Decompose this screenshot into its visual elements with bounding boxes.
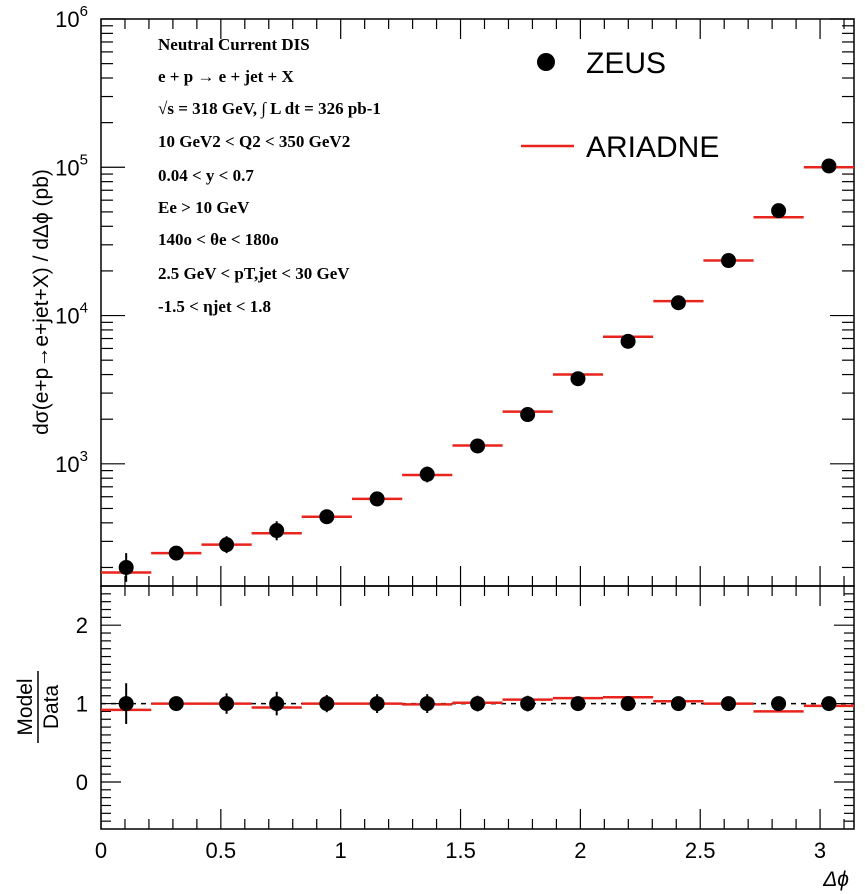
ratio-plot-frame [100,585,855,830]
ratio-panel: 0 1 2 0 0.5 1 1.5 2 2.5 3 Model Data Δϕ [14,585,855,891]
main-y-tick-label: 103 [55,448,88,477]
annotation-energy-lumi: √s = 318 GeV, ∫ L dt = 326 pb-1 [158,99,381,119]
zeus-point [570,371,586,387]
ratio-y-tick-label: 0 [76,770,88,795]
zeus-ratio-point [470,696,486,712]
legend-zeus-marker [537,53,555,71]
zeus-ratio-point [269,696,285,712]
x-tick-label: 1.5 [445,838,476,863]
x-tick-label: 0.5 [206,838,237,863]
zeus-ratio-point [821,696,837,712]
zeus-ratio-point [620,696,636,712]
zeus-ratio-point [219,696,235,712]
ratio-y-tick-label: 1 [76,692,88,717]
main-y-tick-labels: 103 104 105 106 [55,3,88,477]
main-axis-ticks [100,18,854,586]
x-tick-labels: 0 0.5 1 1.5 2 2.5 3 [95,838,826,863]
main-y-tick-label: 104 [55,300,88,329]
zeus-point [419,466,435,482]
x-tick-label: 0 [95,838,107,863]
x-tick-label: 1 [335,838,347,863]
annotation-electron-energy: Ee > 10 GeV [158,198,250,217]
ratio-y-axis-label: Model Data [14,671,63,743]
zeus-ratio-point [319,696,335,712]
annotation-jet-pt: 2.5 GeV < pT,jet < 30 GeV [158,264,350,283]
zeus-point [771,203,787,219]
x-axis-label: Δϕ [822,868,849,891]
zeus-point [118,559,134,575]
main-series [101,158,855,582]
zeus-ratio-point [670,696,686,712]
annotation-electron-angle: 140o < θe < 180o [158,230,279,249]
zeus-point [670,295,686,311]
annotation-process: Neutral Current DIS [158,35,310,54]
zeus-point [520,407,536,423]
x-tick-label: 2.5 [685,838,716,863]
x-tick-label: 2 [574,838,586,863]
legend-zeus-label: ZEUS [586,47,666,80]
zeus-ratio-point [118,696,134,712]
main-y-tick-label: 105 [55,151,88,180]
main-y-axis-label: dσ(e+p→e+jet+X) / dΔϕ (pb) [30,169,53,435]
zeus-ratio-point [520,696,536,712]
ratio-y-tick-labels: 0 1 2 [76,613,88,795]
zeus-ratio-point [771,696,787,712]
annotation-jet-eta: -1.5 < ηjet < 1.8 [158,297,271,316]
selection-cuts-annotation: Neutral Current DIS e + p → e + jet + X … [158,35,381,316]
zeus-ratio-point [419,696,435,712]
legend-ariadne-label: ARIADNE [586,131,719,164]
zeus-ratio-point [369,696,385,712]
annotation-y-range: 0.04 < y < 0.7 [158,166,254,185]
zeus-point [620,333,636,349]
legend: ZEUS ARIADNE [521,47,719,164]
zeus-point [168,545,184,561]
zeus-point [319,509,335,525]
ratio-y-tick-label: 2 [76,613,88,638]
zeus-point [721,253,736,269]
zeus-point [369,491,385,507]
ratio-axis-ticks [100,586,854,829]
annotation-reaction: e + p → e + jet + X [158,67,294,86]
zeus-point [470,438,486,454]
ratio-label-denominator: Data [40,685,63,730]
zeus-point [821,158,837,174]
zeus-point [269,523,285,539]
zeus-ratio-point [721,696,736,712]
zeus-ratio-point [570,696,586,712]
x-tick-label: 3 [814,838,826,863]
ratio-series [101,683,855,724]
main-y-tick-label: 106 [55,3,88,32]
zeus-point [219,537,235,553]
zeus-ratio-point [168,696,184,712]
annotation-q2-range: 10 GeV2 < Q2 < 350 GeV2 [158,132,350,151]
ratio-label-numerator: Model [14,678,37,735]
